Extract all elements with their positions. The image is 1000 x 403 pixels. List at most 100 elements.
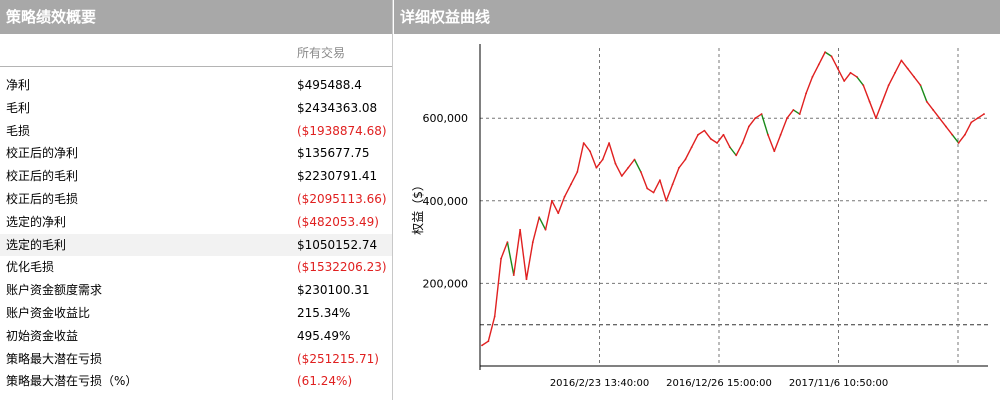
equity-point	[773, 150, 776, 153]
equity-line-segment	[697, 130, 705, 136]
equity-point	[512, 274, 515, 277]
equity-line-segment	[856, 76, 864, 86]
equity-point	[716, 142, 719, 144]
equity-point	[957, 142, 960, 144]
equity-point	[678, 166, 680, 169]
equity-line-segment	[805, 76, 814, 94]
summary-row[interactable]: 毛损 ($1938874.68)	[0, 120, 392, 142]
equity-point	[557, 212, 560, 215]
summary-row[interactable]: 校正后的毛利 $2230791.41	[0, 165, 392, 187]
equity-point	[589, 150, 591, 153]
equity-line-segment	[862, 84, 871, 102]
summary-row[interactable]: 毛利 $2434363.08	[0, 97, 392, 119]
summary-row[interactable]: 校正后的净利 $135677.75	[0, 142, 392, 164]
equity-line-segment	[977, 113, 985, 119]
equity-line-segment	[557, 196, 566, 214]
equity-point	[906, 67, 909, 70]
summary-row[interactable]: 校正后的毛损 ($2095113.66)	[0, 188, 392, 210]
summary-row[interactable]: 优化毛损 ($1532206.23)	[0, 256, 392, 278]
summary-row[interactable]: 策略最大潜在亏损 ($251215.71)	[0, 348, 392, 370]
summary-row-value: ($2095113.66)	[297, 192, 387, 206]
summary-row-value: $230100.31	[297, 283, 370, 298]
equity-line-segment	[741, 126, 750, 144]
equity-point	[983, 113, 985, 115]
equity-line-segment	[748, 117, 756, 127]
equity-point	[697, 133, 699, 136]
equity-point	[805, 92, 807, 95]
equity-point	[760, 113, 763, 115]
equity-line-segment	[760, 113, 769, 135]
summary-row[interactable]: 初始资金收益 495.49%	[0, 325, 392, 347]
equity-line-segment	[563, 183, 572, 197]
equity-point	[875, 117, 877, 120]
equity-point	[481, 344, 483, 347]
equity-point	[652, 191, 655, 194]
equity-point	[665, 199, 668, 202]
equity-point	[913, 76, 916, 78]
summary-row[interactable]: 净利 $495488.4	[0, 74, 392, 96]
equity-line-segment	[678, 159, 686, 169]
summary-row[interactable]: 账户资金额度需求 $230100.31	[0, 279, 392, 301]
equity-point	[792, 109, 795, 111]
equity-point	[938, 117, 941, 120]
summary-row-label: 毛损	[6, 123, 31, 138]
equity-point	[722, 133, 725, 136]
equity-point	[964, 133, 966, 136]
equity-line-segment	[951, 134, 960, 144]
equity-point	[576, 170, 579, 173]
summary-row-label: 策略最大潜在亏损	[6, 351, 103, 366]
equity-line-segment	[926, 101, 934, 111]
equity-point	[868, 100, 871, 103]
equity-line-segment	[907, 68, 915, 78]
summary-row-label: 校正后的净利	[6, 146, 79, 161]
equity-line-segment	[881, 84, 890, 102]
equity-line-segment	[494, 258, 502, 317]
equity-point	[570, 183, 572, 186]
summary-row-value: $495488.4	[297, 78, 362, 92]
equity-point	[500, 257, 502, 260]
equity-point	[493, 315, 496, 318]
performance-summary-panel: 策略绩效概要 所有交易 净利 $495488.4 毛利 $2434363.08 毛损 ($…	[0, 0, 393, 400]
equity-point	[919, 84, 922, 87]
equity-line-segment	[538, 217, 547, 231]
equity-point	[811, 76, 814, 78]
y-tick-label: 200,000	[423, 277, 469, 290]
equity-line-segment	[519, 229, 528, 280]
summary-row-label: 策略最大潜在亏损（%）	[6, 374, 138, 389]
summary-row[interactable]: 策略最大潜在亏损（%） (61.24%)	[0, 370, 392, 392]
equity-line-segment	[481, 340, 489, 346]
equity-line-segment	[811, 64, 820, 78]
equity-line-segment	[830, 55, 839, 69]
summary-row-label: 账户资金额度需求	[6, 283, 103, 298]
summary-row-label: 选定的净利	[6, 214, 67, 229]
equity-point	[862, 84, 865, 87]
y-tick-label: 400,000	[423, 195, 469, 208]
equity-point	[633, 158, 636, 161]
summary-row-label: 校正后的毛损	[6, 192, 79, 206]
equity-point	[582, 142, 585, 144]
equity-line-segment	[621, 167, 629, 177]
equity-line-segment	[843, 72, 852, 82]
summary-row[interactable]: 选定的毛利 $1050152.74	[0, 233, 392, 256]
summary-row-label: 账户资金收益比	[6, 306, 91, 320]
summary-row[interactable]: 账户资金收益比 215.34%	[0, 302, 392, 324]
equity-line-segment	[888, 72, 896, 86]
column-all-trades[interactable]: 所有交易	[297, 46, 346, 60]
equity-line-segment	[513, 229, 521, 276]
equity-line-segment	[608, 142, 617, 164]
equity-point	[976, 117, 979, 120]
equity-point	[786, 117, 788, 120]
equity-point	[614, 162, 617, 165]
equity-point	[741, 142, 744, 144]
equity-line-segment	[500, 241, 509, 259]
equity-point	[970, 121, 973, 124]
equity-chart[interactable]: 200,000 400,000 600,000 2016/2/23 13:40:00 2…	[394, 34, 1000, 400]
summary-row[interactable]: 选定的净利 ($482053.49)	[0, 211, 392, 233]
equity-point	[754, 117, 757, 120]
equity-line-segment	[792, 109, 801, 115]
summary-row-value: $135677.75	[297, 146, 370, 161]
equity-line-segment	[970, 117, 979, 123]
x-tick-label: 2016/2/23 13:40:00	[550, 378, 649, 389]
summary-row-value: ($251215.71)	[297, 351, 379, 366]
equity-line-segment	[671, 167, 680, 185]
